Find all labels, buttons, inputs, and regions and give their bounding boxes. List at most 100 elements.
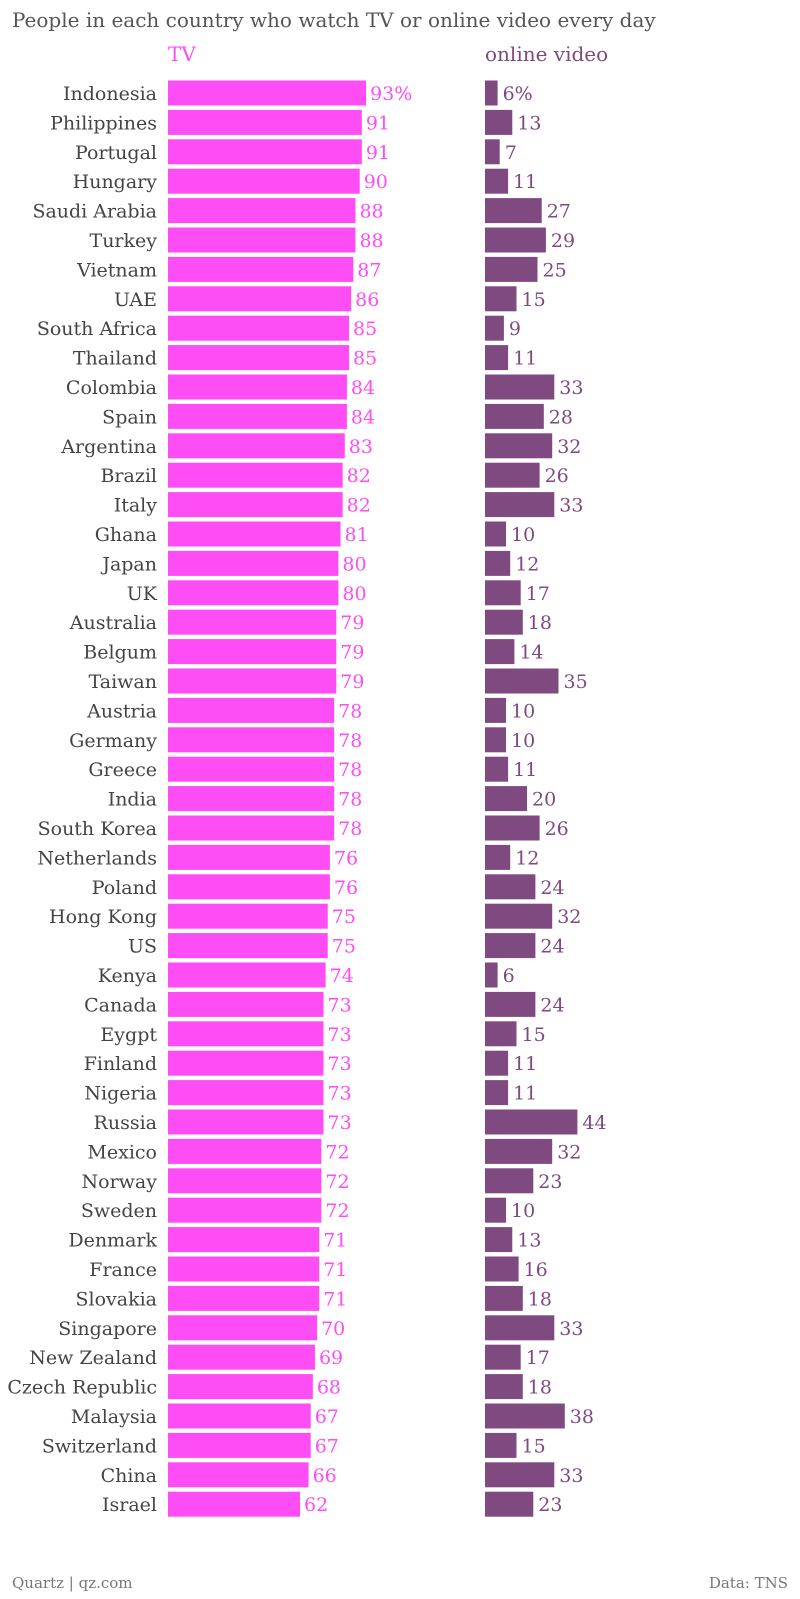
country-label: Israel: [102, 1494, 157, 1516]
tv-bar: [168, 345, 350, 371]
tv-value-label: 76: [334, 847, 358, 869]
online-video-bar: [485, 580, 521, 606]
country-label: Canada: [84, 994, 157, 1016]
online-video-value-label: 33: [559, 1318, 583, 1340]
country-label: Australia: [69, 612, 157, 634]
online-video-bar: [485, 1432, 517, 1458]
online-video-bar: [485, 815, 540, 841]
tv-bar: [168, 1080, 324, 1106]
online-video-value-label: 9: [509, 318, 521, 340]
country-label: Austria: [86, 700, 157, 722]
tv-bar: [168, 756, 335, 782]
tv-value-label: 67: [315, 1435, 339, 1457]
tv-bar: [168, 697, 335, 723]
country-label: US: [128, 936, 157, 958]
country-label: Mexico: [87, 1141, 157, 1163]
tv-bar: [168, 1315, 318, 1341]
country-label: France: [89, 1259, 157, 1281]
online-video-bar: [485, 374, 555, 400]
country-label: South Korea: [38, 818, 157, 840]
online-video-bar: [485, 168, 509, 194]
online-video-bar: [485, 1021, 517, 1047]
tv-bar: [168, 1227, 320, 1253]
online-video-bar: [485, 1168, 534, 1194]
tv-bar: [168, 521, 341, 547]
tv-bar: [168, 1256, 320, 1282]
tv-bar: [168, 374, 347, 400]
online-video-bar: [485, 697, 506, 723]
online-video-value-label: 26: [545, 465, 569, 487]
online-video-value-label: 33: [559, 495, 583, 517]
online-video-bar: [485, 1344, 521, 1370]
tv-value-label: 78: [338, 730, 362, 752]
tv-value-label: 85: [353, 348, 377, 370]
tv-bar: [168, 580, 339, 606]
tv-value-label: 69: [319, 1347, 343, 1369]
online-video-bar: [485, 1256, 519, 1282]
tv-value-label: 88: [359, 201, 383, 223]
online-video-bar: [485, 550, 511, 576]
country-label: UAE: [114, 289, 157, 311]
online-video-value-label: 11: [513, 759, 537, 781]
tv-value-label: 71: [323, 1259, 347, 1281]
online-video-bar: [485, 756, 509, 782]
tv-bar: [168, 1462, 309, 1488]
online-video-bar: [485, 903, 553, 929]
country-label: India: [108, 789, 157, 811]
online-video-bar: [485, 1374, 523, 1400]
tv-value-label: 71: [323, 1230, 347, 1252]
online-video-value-label: 24: [540, 994, 564, 1016]
online-video-value-label: 33: [559, 1465, 583, 1487]
country-label: New Zealand: [29, 1347, 157, 1369]
country-label: Slovakia: [75, 1288, 157, 1310]
tv-value-label: 79: [340, 642, 364, 664]
tv-bar: [168, 198, 356, 224]
online-video-value-label: 20: [532, 789, 556, 811]
tv-value-label: 86: [355, 289, 379, 311]
online-video-value-label: 12: [515, 847, 539, 869]
online-video-value-label: 27: [547, 201, 571, 223]
tv-bar: [168, 991, 324, 1017]
country-label: Thailand: [73, 348, 157, 370]
country-label: Spain: [102, 406, 157, 428]
tv-bar: [168, 1285, 320, 1311]
online-video-bar: [485, 403, 544, 429]
tv-value-label: 66: [313, 1465, 337, 1487]
online-video-value-label: 29: [551, 230, 575, 252]
footer-source: Data: TNS: [708, 1574, 788, 1592]
country-label: Greece: [88, 759, 157, 781]
country-label: Taiwan: [89, 671, 157, 693]
online-video-series-header: online video: [485, 42, 609, 66]
country-label: China: [101, 1465, 157, 1487]
online-video-bar: [485, 345, 509, 371]
online-video-value-label: 11: [513, 1053, 537, 1075]
online-video-value-label: 12: [515, 553, 539, 575]
tv-value-label: 76: [334, 877, 358, 899]
chart-title: People in each country who watch TV or o…: [12, 8, 656, 32]
tv-bar: [168, 727, 335, 753]
country-label: Philippines: [50, 112, 157, 134]
country-label: Netherlands: [37, 847, 157, 869]
online-video-value-label: 18: [528, 1377, 552, 1399]
tv-value-label: 75: [332, 906, 356, 928]
tv-bar: [168, 315, 350, 341]
tv-value-label: 73: [327, 1112, 351, 1134]
online-video-bar: [485, 727, 506, 753]
tv-bar: [168, 1050, 324, 1076]
country-label: Singapore: [58, 1318, 157, 1340]
tv-value-label: 62: [304, 1494, 328, 1516]
online-video-bar: [485, 1462, 555, 1488]
country-label: Malaysia: [71, 1406, 157, 1428]
online-video-value-label: 13: [517, 1230, 541, 1252]
online-video-bar: [485, 991, 536, 1017]
online-video-bar: [485, 962, 498, 988]
online-video-bar: [485, 844, 511, 870]
tv-bar: [168, 962, 326, 988]
tv-value-label: 79: [340, 612, 364, 634]
online-video-bar: [485, 933, 536, 959]
online-video-bar: [485, 1109, 578, 1135]
tv-value-label: 67: [315, 1406, 339, 1428]
country-label: Colombia: [66, 377, 157, 399]
country-label: Russia: [94, 1112, 157, 1134]
tv-bar: [168, 1432, 311, 1458]
